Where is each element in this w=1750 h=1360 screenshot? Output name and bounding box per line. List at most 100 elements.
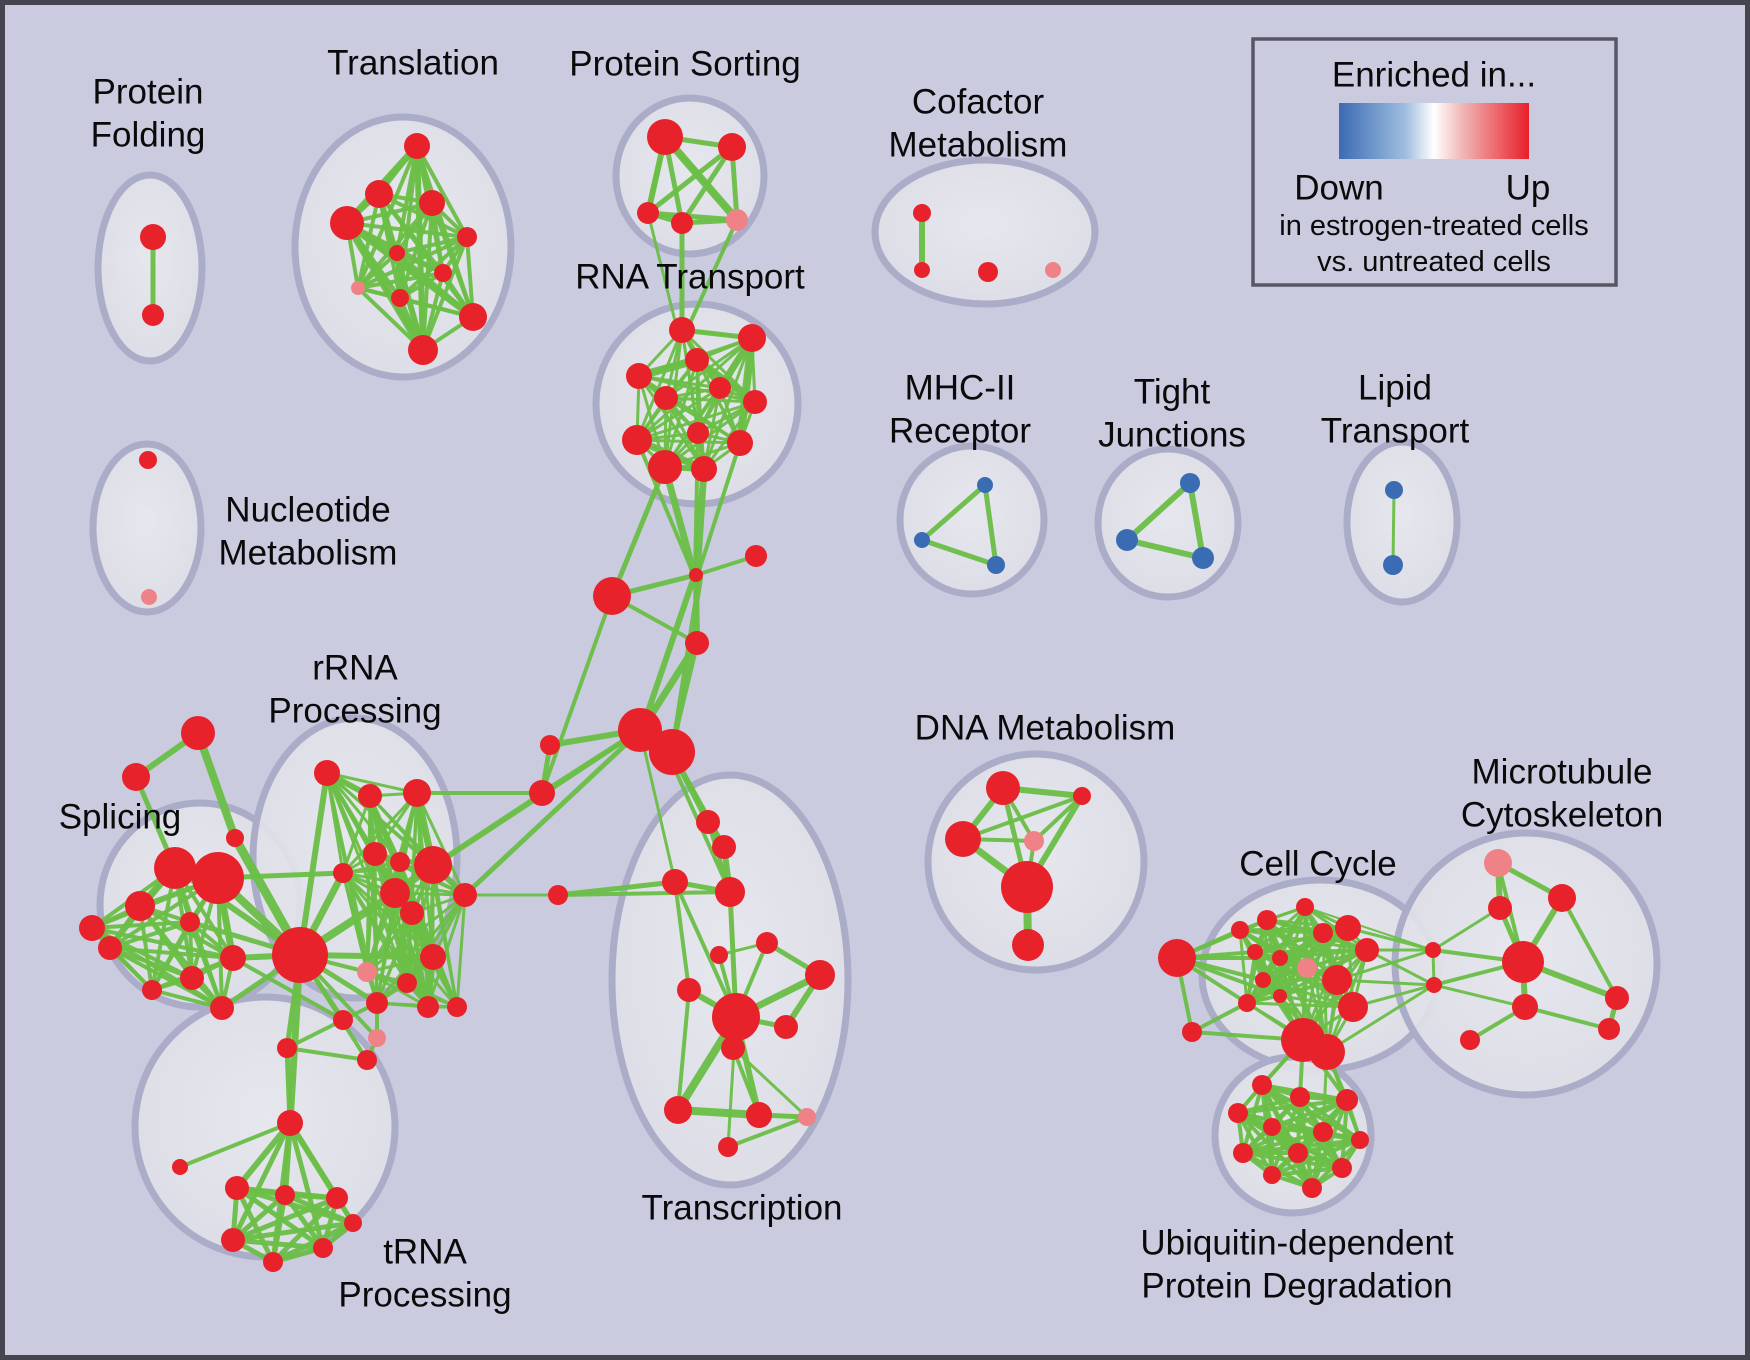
tight-junctions-label: Junctions (1098, 416, 1246, 455)
network-edge (1523, 1005, 1611, 1031)
transcription-node (798, 1108, 816, 1126)
network-edge (1560, 896, 1619, 1000)
network-edge (731, 1046, 809, 1119)
cell-cycle-node (1297, 958, 1317, 978)
network-edge (637, 374, 757, 404)
network-edge (982, 482, 999, 568)
ubiquitin-degradation-label: Protein Degradation (1141, 1267, 1452, 1306)
network-edge (1431, 906, 1502, 952)
translation-node (434, 264, 452, 282)
rrna-processing-node (420, 944, 446, 970)
network-edge (919, 537, 999, 568)
network-edge (661, 463, 698, 578)
protein-sorting-node (718, 133, 746, 161)
rrna-processing-node (314, 760, 340, 786)
network-edge (194, 729, 239, 842)
network-edge (287, 1120, 326, 1251)
network-edge (610, 464, 668, 597)
network-edge (637, 374, 706, 471)
rna-transport-node (743, 390, 767, 414)
ubiquitin-degradation-node (1233, 1143, 1253, 1163)
network-edge (90, 926, 235, 960)
cofactor-metabolism-node (1045, 262, 1061, 278)
connector-node (548, 885, 568, 905)
splicing-node (180, 912, 200, 932)
dna-metabolism-label: DNA Metabolism (915, 709, 1176, 748)
microtubule-cytoskeleton-label: Microtubule (1472, 753, 1653, 792)
rna-transport-node (685, 348, 709, 372)
mhc-ii-receptor-label: MHC-II (905, 369, 1016, 408)
dna-metabolism-area (924, 750, 1148, 974)
network-edge (635, 386, 722, 442)
rna-transport-node (738, 324, 766, 352)
rna-transport-node (648, 450, 682, 484)
legend: Enriched in... Down Up in estrogen-treat… (1251, 37, 1618, 287)
splicing-node (192, 852, 244, 904)
transcription-node (774, 1015, 798, 1039)
network-edge (234, 1120, 293, 1191)
dna-metabolism-node (1001, 861, 1053, 913)
nucleotide-metabolism-label: Metabolism (219, 534, 398, 573)
cell-cycle-node (1296, 898, 1314, 916)
microtubule-cytoskeleton-label: Cytoskeleton (1461, 796, 1663, 835)
network-edge (661, 133, 741, 224)
rrna-processing-node (417, 996, 439, 1018)
network-edge (1270, 1166, 1344, 1177)
network-edge (693, 465, 708, 579)
network-edge (365, 911, 414, 974)
network-edge (1187, 480, 1206, 561)
dna-metabolism-node (1024, 831, 1044, 851)
network-edge (285, 1046, 369, 1062)
translation-label: Translation (327, 44, 499, 83)
rrna-processing-label: rRNA (312, 649, 398, 688)
translation-node (457, 227, 477, 247)
network-edge (414, 143, 426, 353)
network-edge (1238, 928, 1339, 982)
network-edge (282, 1192, 356, 1226)
microtubule-cytoskeleton-node (1425, 942, 1441, 958)
rrna-processing-node (333, 1010, 353, 1030)
rrna-processing-node (403, 779, 431, 807)
nucleotide-metabolism-node (141, 589, 157, 605)
transcription-node (805, 960, 835, 990)
network-edge (230, 1220, 356, 1243)
microtubule-cytoskeleton-node (1502, 941, 1544, 983)
network-edge (639, 574, 697, 732)
rrna-processing-node (453, 883, 477, 907)
network-edge (635, 438, 695, 575)
ubiquitin-degradation-node (1252, 1075, 1272, 1095)
network-edge (325, 771, 419, 795)
rrna-processing-node (390, 852, 410, 872)
network-edge (345, 221, 469, 239)
network-edge (188, 920, 224, 1010)
network-edge (108, 946, 194, 980)
network-edge (431, 791, 544, 867)
trna-processing-node (263, 1252, 283, 1272)
rna-transport-label: RNA Transport (575, 258, 805, 297)
microtubule-cytoskeleton-node (1484, 849, 1512, 877)
network-edge (405, 893, 467, 985)
mhc-ii-receptor-label: Receptor (889, 412, 1031, 451)
network-edge (635, 438, 742, 445)
rrna-processing-node (414, 846, 452, 884)
cell-cycle-node (1231, 921, 1249, 939)
rrna-processing-node (272, 927, 328, 983)
ubiquitin-degradation-node (1228, 1103, 1248, 1123)
rrna-processing-node (400, 901, 424, 925)
tight-junctions-node (1116, 529, 1138, 551)
cofactor-metabolism-node (913, 204, 931, 222)
transcription-node (721, 1036, 745, 1060)
network-edge (270, 1220, 356, 1265)
cluster-labels: Protein Folding Translation Protein Sorting… (59, 44, 1663, 1315)
network-edge (540, 594, 614, 795)
transcription-label: Transcription (642, 1189, 843, 1228)
mhc-ii-receptor-area (896, 442, 1048, 598)
network-edge (90, 920, 192, 930)
network-edge (961, 794, 1084, 841)
network-edge (635, 328, 684, 442)
tight-junctions-area (1094, 445, 1242, 601)
microtubule-cytoskeleton-node (1426, 977, 1442, 993)
splicing-node (154, 847, 196, 889)
legend-gradient-bar (1339, 103, 1529, 159)
